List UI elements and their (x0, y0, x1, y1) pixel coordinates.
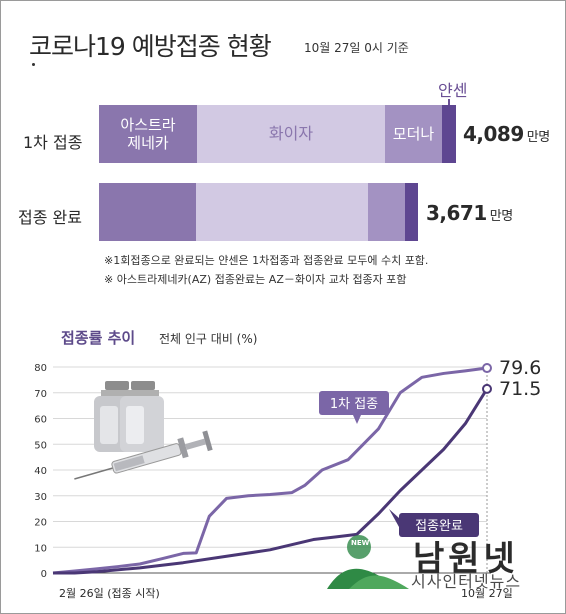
pfizer-label: 화이자 (268, 124, 314, 143)
x-start-label: 2월 26일 (접종 시작) (59, 587, 160, 600)
completed-unit: 만명 (489, 209, 513, 224)
completed-line (53, 388, 489, 575)
y-tick-label: 0 (41, 569, 47, 580)
first-dose-end-value: 79.6 (499, 357, 541, 379)
completed-total: 3,671 만명 (426, 201, 513, 225)
note-1: ※1회접종으로 완료되는 얀센은 1차접종과 접종완료 모두에 수치 포함. (104, 254, 429, 267)
first-dose-callout-pointer (353, 415, 361, 424)
segment-astrazeneca-done (99, 183, 196, 241)
first-dose-callout-label: 1차 접종 (330, 397, 378, 412)
first-dose-callout: 1차 접종 (319, 391, 389, 424)
completed-label: 접종 완료 (18, 208, 82, 227)
first-dose-bar: 아스트라 제네카 화이자 모더나 (99, 105, 456, 163)
logo-name: 남원넷 (413, 539, 519, 579)
completed-callout-box (399, 513, 479, 537)
trend-subtitle: 전체 인구 대비 (%) (159, 332, 258, 346)
completed-callout-label: 접종완료 (415, 519, 463, 534)
janssen-label: 얀센 (438, 81, 468, 100)
logo-badge: NEW (351, 539, 370, 547)
first-dose-total-value: 4,089 (463, 122, 524, 146)
astrazeneca-label: 아스트라 제네카 (120, 116, 176, 152)
y-tick-label: 40 (34, 466, 47, 477)
completed-end-value: 71.5 (499, 378, 541, 400)
first-dose-line-end-point (482, 363, 492, 374)
segment-janssen (442, 105, 456, 163)
y-tick-label: 10 (34, 543, 47, 554)
first-dose-line (52, 366, 488, 575)
segment-moderna: 모더나 (385, 105, 442, 163)
completed-total-value: 3,671 (426, 201, 487, 225)
first-dose-label: 1차 접종 (23, 133, 83, 152)
x-end-label: 10월 27일 (461, 587, 513, 600)
y-tick-label: 30 (34, 492, 47, 503)
completed-callout-pointer (389, 509, 399, 527)
syringe-icon (74, 430, 213, 480)
vial-icon-2 (120, 381, 164, 452)
completed-bar (99, 183, 418, 241)
trend-title: 접종률 추이 (61, 329, 136, 347)
vaccine-illustration (74, 381, 213, 480)
moderna-label: 모더나 (392, 125, 435, 143)
logo-emblem (327, 535, 409, 589)
y-tick-label: 60 (34, 415, 47, 426)
y-tick-label: 70 (34, 389, 47, 400)
completed-callout: 접종완료 (389, 509, 479, 537)
segment-astrazeneca: 아스트라 제네카 (99, 105, 197, 163)
segment-pfizer-done (196, 183, 368, 241)
note-2: ※ 아스트라제네카(AZ) 접종완료는 AZ－화이자 교차 접종자 포함 (104, 273, 407, 286)
logo-tagline: 시사인터넷뉴스 (411, 572, 522, 591)
completed-line-end-point (482, 383, 492, 394)
page-subtitle: 10월 27일 0시 기준 (304, 41, 409, 55)
janssen-tick (448, 99, 450, 107)
first-dose-total: 4,089 만명 (463, 122, 550, 146)
page-title: 코로나19 예방접종 현황 (29, 32, 272, 61)
y-tick-label: 20 (34, 518, 47, 529)
first-dose-unit: 만명 (526, 130, 550, 145)
segment-moderna-done (368, 183, 405, 241)
y-tick-label: 80 (34, 363, 47, 374)
first-dose-callout-box (319, 391, 389, 415)
segment-pfizer: 화이자 (197, 105, 385, 163)
segment-janssen-done (405, 183, 418, 241)
y-tick-label: 50 (34, 440, 47, 451)
decorative-dot (32, 63, 35, 66)
